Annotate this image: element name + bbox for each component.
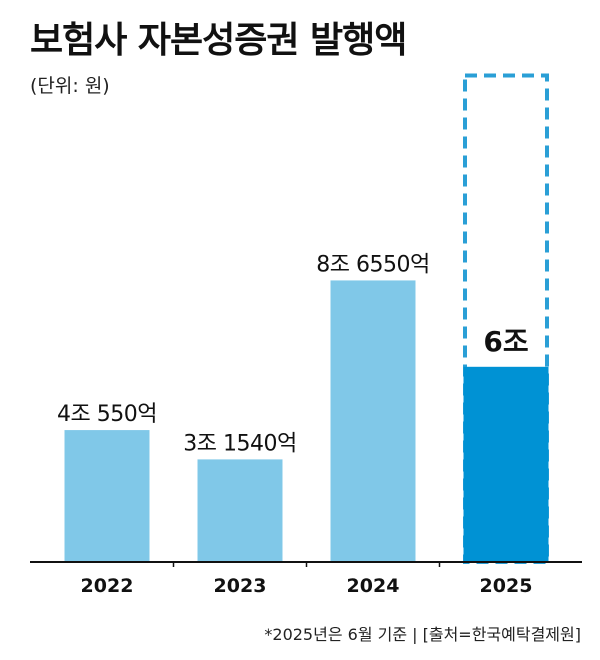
unit-label: (단위: 원) (30, 75, 110, 97)
x-ticks-group: 2022 2023 2024 2025 (81, 562, 533, 597)
value-label-2025: 6조 (483, 325, 528, 358)
x-tick-label-2023: 2023 (214, 575, 267, 597)
bar-2023 (197, 459, 283, 562)
x-tick-label-2025: 2025 (480, 575, 533, 597)
value-label-2022: 4조 550억 (57, 402, 157, 427)
bar-2024 (330, 280, 416, 562)
footnote: *2025년은 6월 기준 | [출처=한국예탁결제원] (264, 625, 581, 644)
x-tick-label-2024: 2024 (347, 575, 400, 597)
value-label-2024: 8조 6550억 (316, 252, 429, 277)
chart-title: 보험사 자본성증권 발행액 (30, 20, 406, 61)
x-tick-label-2022: 2022 (81, 575, 134, 597)
bars-group (64, 73, 549, 564)
value-labels-group: 4조 550억 3조 1540억 8조 6550억 6조 (57, 252, 529, 456)
bar-2025 (463, 366, 549, 562)
value-label-2023: 3조 1540억 (183, 431, 296, 456)
bar-2022 (64, 430, 150, 562)
